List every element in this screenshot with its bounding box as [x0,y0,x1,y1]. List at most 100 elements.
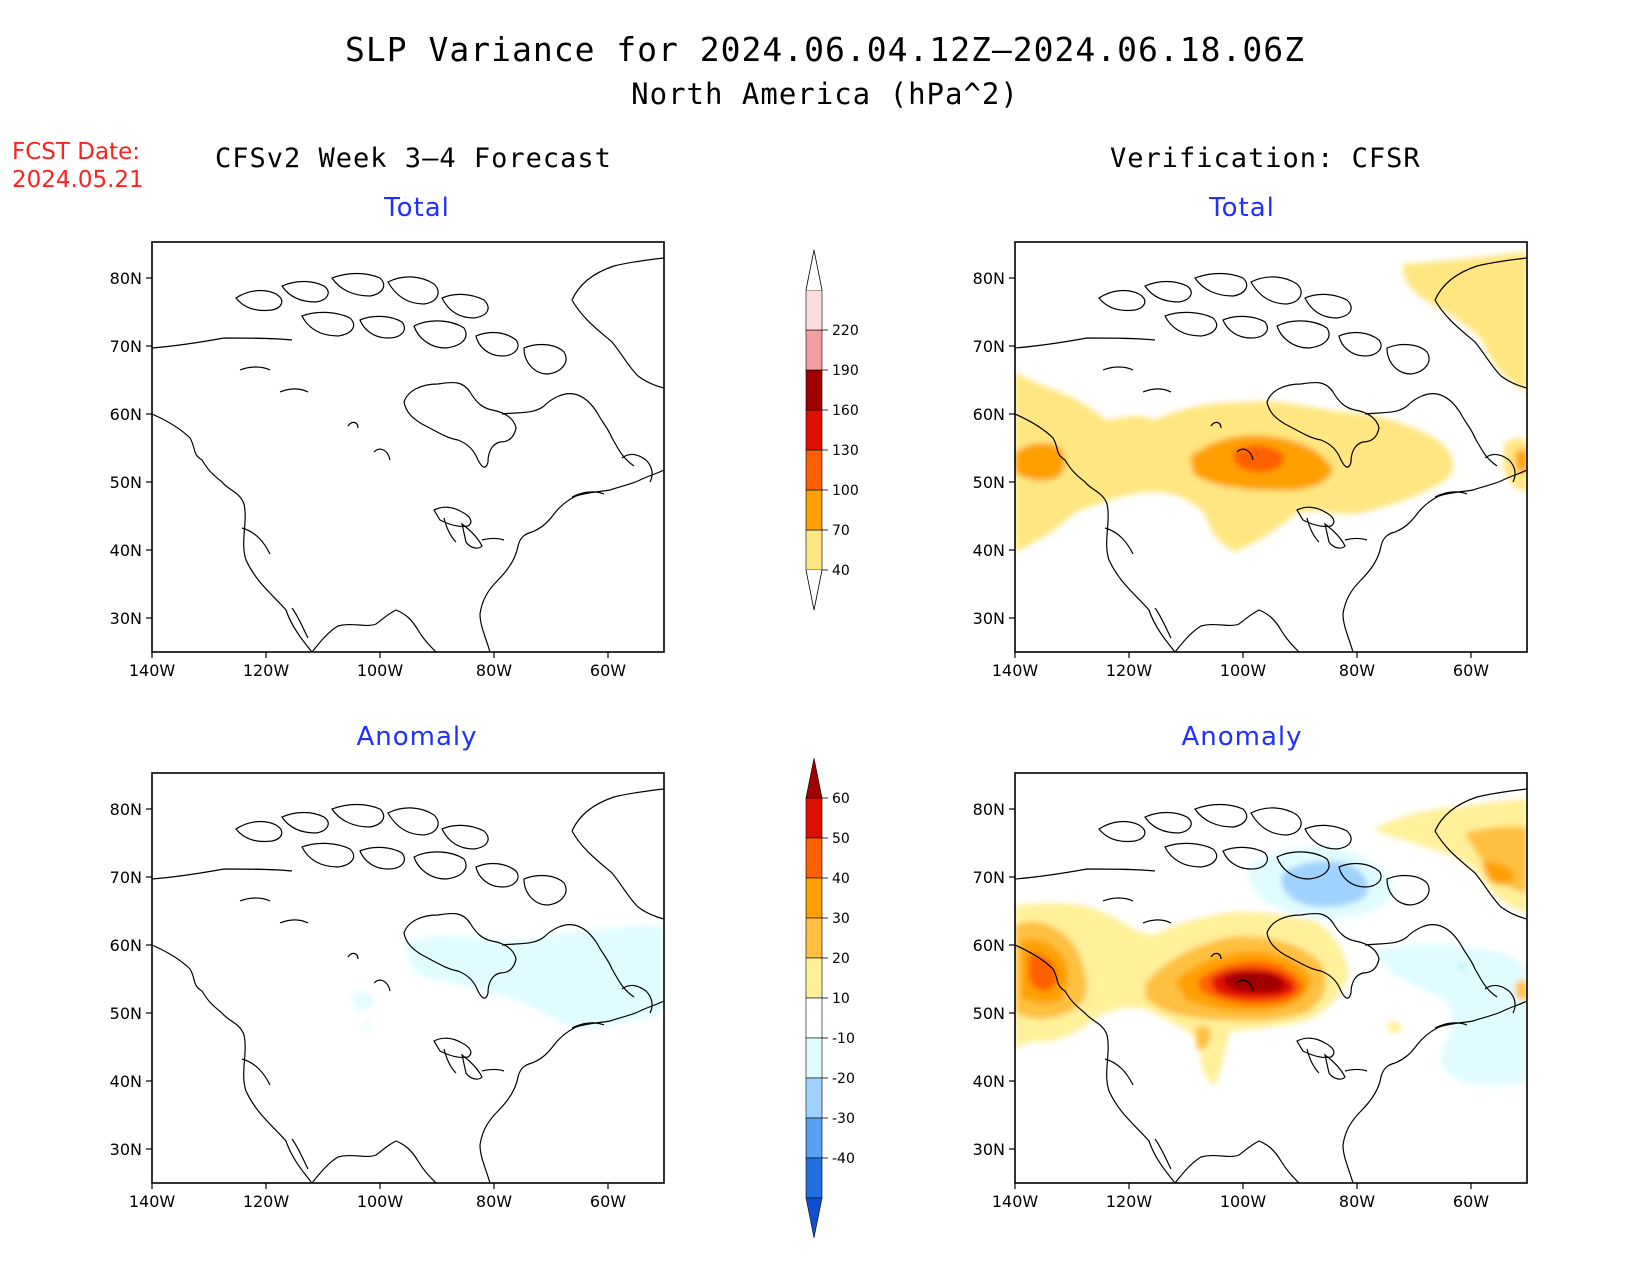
shaded-region [363,1020,371,1026]
colorbar-total-label: 100 [832,483,859,499]
colorbar-total-label: 190 [832,363,859,379]
lon-label: 60W [1453,1192,1489,1211]
map-background [152,242,664,652]
colorbar-anomaly-swatch [805,957,823,999]
panel-title-forecast-anomaly: Anomaly [356,722,478,752]
colorbar-total-swatch [805,369,823,411]
colorbar-anomaly-label: -10 [832,1031,855,1047]
map-frame [1014,772,1528,1184]
fcst-date-value: 2024.05.21 [12,167,144,193]
colorbar-anomaly-label: 20 [832,951,850,967]
map-frame [151,241,665,653]
figure-title: SLP Variance for 2024.06.04.12Z–2024.06.… [345,30,1305,69]
lon-label: 60W [1453,661,1489,680]
colorbar-anomaly-label: 10 [832,991,850,1007]
colorbar-total-label: 40 [832,563,850,579]
lat-label: 70N [973,868,1005,887]
colorbar-anomaly-swatch [805,797,823,839]
lat-label: 80N [110,269,142,288]
colorbar-total-bottom-arrow [805,569,823,611]
lat-label: 60N [973,405,1005,424]
map-panel-verif-anomaly: 80N 70N 60N 50N 40N 30N 140W 120W 100W 80W 60W [973,772,1528,1211]
lon-label: 120W [243,1192,290,1211]
colorbar-anomaly-swatch [805,1117,823,1159]
shaded-region [1515,448,1527,474]
shaded-region [1459,963,1465,969]
colorbar-anomaly-swatch [805,917,823,959]
figure-subtitle: North America (hPa^2) [631,77,1019,111]
lon-label: 120W [243,661,290,680]
left-column-title: CFSv2 Week 3–4 Forecast [215,143,612,174]
colorbar-anomaly-swatch [805,997,823,1039]
colorbar-total-swatch [805,449,823,491]
shaded-region [352,991,374,1011]
colorbar-total-swatch [805,409,823,451]
lat-label: 40N [110,1072,142,1091]
colorbar-anomaly-swatch [805,1037,823,1079]
lat-label: 80N [973,800,1005,819]
lon-label: 80W [1339,661,1375,680]
shaded-region [406,924,664,1028]
lat-label: 80N [973,269,1005,288]
lon-label: 100W [1220,661,1267,680]
colorbar-total: 40 70 100 130 160 190 220 [805,249,859,611]
colorbar-anomaly-label: 60 [832,791,850,807]
colorbar-anomaly-label: -30 [832,1111,855,1127]
colorbar-anomaly-label: 40 [832,871,850,887]
lat-label: 30N [110,1140,142,1159]
lat-label: 70N [110,337,142,356]
lon-label: 140W [992,1192,1039,1211]
map-frame [1014,241,1528,653]
colorbar-anomaly-swatch [805,837,823,879]
colorbar-anomaly-top-arrow [805,757,823,799]
lat-label: 30N [973,609,1005,628]
map-frame [151,772,665,1184]
colorbar-anomaly-label: -20 [832,1071,855,1087]
colorbar-anomaly-swatch [805,1077,823,1119]
shaded-region [1224,971,1285,993]
lon-label: 120W [1106,1192,1153,1211]
lon-label: 140W [992,661,1039,680]
shaded-region [1015,442,1066,481]
lon-label: 60W [590,661,626,680]
lon-label: 60W [590,1192,626,1211]
shaded-region [1515,979,1527,1001]
lat-label: 50N [110,473,142,492]
colorbar-total-swatch [805,529,823,571]
map-panel-verif-total: 80N 70N 60N 50N 40N 30N 140W 120W 100W 80W 60W [973,241,1528,680]
lat-label: 30N [110,609,142,628]
lat-label: 70N [110,868,142,887]
colorbar-anomaly-label: -40 [832,1151,855,1167]
contour-shading [1015,252,1527,552]
lon-label: 100W [1220,1192,1267,1211]
fcst-date-label: FCST Date: [12,139,140,165]
lat-label: 60N [973,936,1005,955]
colorbar-total-swatch [805,489,823,531]
colorbar-total-label: 220 [832,323,859,339]
lon-label: 100W [357,661,404,680]
contour-shading [1015,799,1527,1086]
lon-label: 80W [1339,1192,1375,1211]
lon-label: 140W [129,1192,176,1211]
panel-title-verif-total: Total [1209,193,1275,223]
colorbar-total-swatch [805,329,823,371]
contour-shading [352,924,664,1028]
colorbar-total-swatch [805,289,823,331]
lat-label: 80N [110,800,142,819]
map-panel-forecast-anomaly: 80N 70N 60N 50N 40N 30N 140W 120W 100W 80W 60W [110,772,665,1211]
shaded-region [1402,252,1527,392]
lat-label: 50N [110,1004,142,1023]
lon-label: 120W [1106,661,1153,680]
colorbar-total-top-arrow [805,249,823,291]
lon-label: 80W [476,1192,512,1211]
colorbar-anomaly-bottom-arrow [805,1197,823,1239]
right-column-title: Verification: CFSR [1110,143,1421,174]
colorbar-total-label: 130 [832,443,859,459]
shaded-region [1481,862,1515,886]
lon-label: 140W [129,661,176,680]
lat-label: 40N [973,541,1005,560]
lon-label: 100W [357,1192,404,1211]
shaded-region [1028,953,1058,991]
lat-label: 60N [110,405,142,424]
map-panel-forecast-total: 80N 70N 60N 50N 40N 30N 140W 120W 100W 80W 60W [110,241,665,680]
